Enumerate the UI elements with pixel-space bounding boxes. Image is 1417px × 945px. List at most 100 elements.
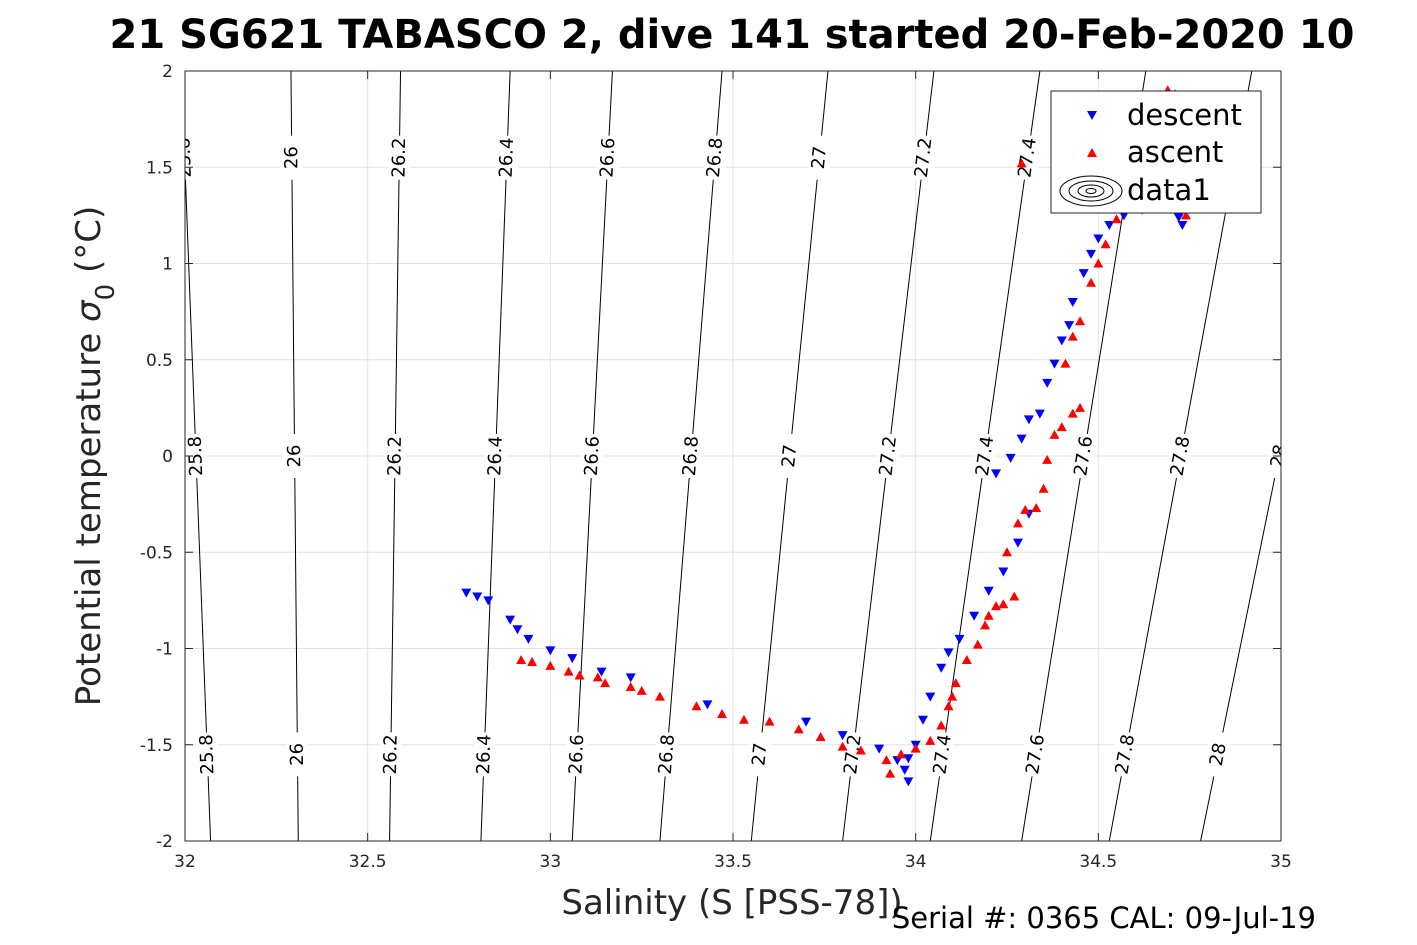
descent-point <box>1173 213 1184 223</box>
ascent-point <box>983 610 994 620</box>
ascent-point <box>1100 239 1111 249</box>
ascent-point <box>881 755 892 765</box>
contour-label-bg <box>384 434 407 478</box>
descent-point <box>567 654 578 664</box>
contour-label-bg <box>841 732 864 777</box>
chart-title: 21 SG621 TABASCO 2, dive 141 started 20-… <box>110 12 1355 58</box>
contour-label-bg <box>1207 732 1230 777</box>
descent-point <box>702 700 713 710</box>
contour-label-bg <box>565 732 588 777</box>
legend-contour-icon <box>1059 175 1123 207</box>
descent-point <box>512 625 523 635</box>
x-tick-label: 33.5 <box>714 852 752 872</box>
contour-label-bg <box>1114 732 1137 777</box>
contour-label-bg <box>286 732 309 777</box>
contour-label: 28 <box>1327 144 1352 171</box>
descent-point <box>917 715 928 725</box>
contour-label: 26.2 <box>380 734 402 774</box>
contour-label-bg <box>484 434 507 478</box>
descent-point <box>545 646 556 656</box>
descent-point <box>925 692 936 702</box>
ascent-point <box>1067 408 1078 418</box>
descent-point <box>483 596 494 606</box>
axis-ticks: 32 32.5 33 33.5 34 34.5 35 -2 -1.5 -1 -0.5 0 0.5 1 1.5… <box>140 62 1292 872</box>
contour-label: 27.2 <box>911 136 937 178</box>
y-tick-label: -0.5 <box>140 543 173 563</box>
legend-data1-label: data1 <box>1127 173 1211 207</box>
contour-label-bg <box>495 135 518 180</box>
y-tick-label: 0.5 <box>146 351 173 371</box>
descent-point <box>1177 221 1188 230</box>
descent-point <box>1023 415 1034 425</box>
ascent-point <box>516 655 527 665</box>
data-points <box>461 85 1192 787</box>
descent-point <box>903 777 914 787</box>
descent-point <box>1064 321 1075 331</box>
ascent-point <box>600 678 611 688</box>
y-tick-label: -1.5 <box>140 736 173 756</box>
contour-label-bg <box>196 732 219 777</box>
contour-label-bg <box>1072 434 1095 478</box>
contour-label-bg <box>280 135 303 180</box>
contour-label: 26.6 <box>596 137 619 178</box>
contour-label-bg <box>679 434 702 478</box>
descent-point <box>874 744 885 754</box>
ascent-point <box>1042 454 1053 464</box>
contour-label-bg <box>1329 136 1351 180</box>
contour-label-bg <box>1024 732 1047 777</box>
ascent-point <box>1049 429 1060 439</box>
descent-point <box>998 567 1009 577</box>
contour-label: 27 <box>778 444 801 469</box>
contour-label-bg <box>655 732 678 777</box>
descent-point <box>461 588 472 598</box>
y-tick-label: 0 <box>162 447 173 467</box>
contour-label: 26.2 <box>384 436 406 476</box>
descent-point <box>1118 211 1129 221</box>
contour-label: 28 <box>1206 741 1231 768</box>
descent-point <box>1016 434 1027 444</box>
ascent-point <box>1075 316 1086 326</box>
ascent-point <box>1056 422 1067 432</box>
contour-label: 26.8 <box>703 137 727 179</box>
descent-point <box>523 634 534 644</box>
contour-label: 26.4 <box>496 137 519 178</box>
contour-label: 26.8 <box>655 734 679 776</box>
ascent-point <box>1016 158 1027 168</box>
ascent-point <box>527 656 538 666</box>
contour-label: 25.8 <box>173 137 196 178</box>
legend-ascent-label: ascent <box>1127 135 1223 169</box>
descent-point <box>1093 234 1104 244</box>
y-tick-label: -1 <box>156 640 173 660</box>
ascent-point <box>910 743 921 753</box>
x-tick-label: 33 <box>540 852 562 872</box>
contour-label: 26.4 <box>484 436 507 477</box>
ascent-point <box>961 655 972 665</box>
ascent-point <box>738 714 749 724</box>
legend-descent-label: descent <box>1127 98 1242 132</box>
serial-cal-footer: Serial #: 0365 CAL: 09-Jul-19 <box>892 901 1316 935</box>
contour-label: 25.8 <box>196 734 219 775</box>
ascent-point <box>837 741 848 751</box>
ascent-point <box>793 724 804 734</box>
contour-label: 27 <box>808 145 831 170</box>
legend-descent-marker <box>1087 111 1097 120</box>
ascent-point <box>545 660 556 670</box>
ascent-point <box>1086 277 1097 287</box>
descent-point <box>1005 453 1016 463</box>
y-tick-label: 2 <box>162 62 173 82</box>
contour-label-bg <box>974 434 997 478</box>
ascent-point <box>1031 502 1042 512</box>
descent-point <box>892 756 903 766</box>
ascent-point <box>815 732 826 742</box>
contour-label-bg <box>283 434 306 478</box>
descent-point <box>1049 359 1060 369</box>
ascent-point <box>1002 547 1012 557</box>
descent-point <box>943 648 954 658</box>
ascent-point <box>1067 331 1078 341</box>
x-axis-label: Salinity (S [PSS-78]) <box>561 883 902 923</box>
ascent-point <box>1075 402 1086 412</box>
contour-label: 26 <box>281 146 302 169</box>
contour-label-bg <box>877 434 900 478</box>
contour-label-bg <box>748 732 771 777</box>
